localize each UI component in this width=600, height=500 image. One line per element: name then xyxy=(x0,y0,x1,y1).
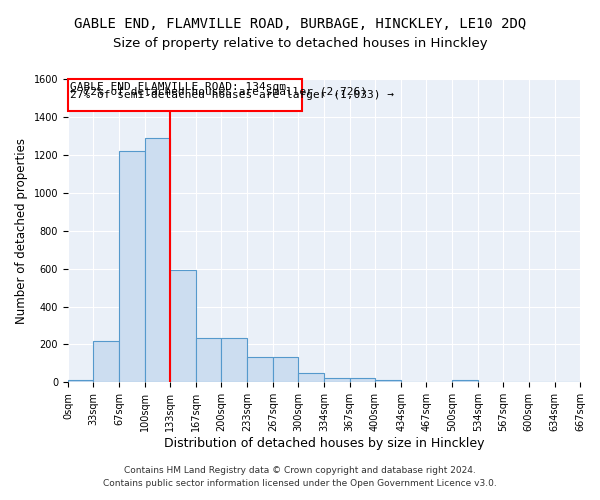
Bar xyxy=(68,380,93,382)
Text: Size of property relative to detached houses in Hinckley: Size of property relative to detached ho… xyxy=(113,38,487,51)
Text: Contains HM Land Registry data © Crown copyright and database right 2024.
Contai: Contains HM Land Registry data © Crown c… xyxy=(103,466,497,487)
Bar xyxy=(170,270,196,382)
Bar xyxy=(93,340,119,382)
X-axis label: Distribution of detached houses by size in Hinckley: Distribution of detached houses by size … xyxy=(164,437,484,450)
Bar xyxy=(196,338,221,382)
Bar xyxy=(221,338,247,382)
Bar xyxy=(325,378,350,382)
Bar xyxy=(68,79,302,111)
Y-axis label: Number of detached properties: Number of detached properties xyxy=(15,138,28,324)
Bar xyxy=(298,373,325,382)
Bar xyxy=(273,357,298,382)
Bar xyxy=(350,378,375,382)
Bar xyxy=(119,151,145,382)
Bar xyxy=(145,138,170,382)
Text: ← 72% of detached houses are smaller (2,726): ← 72% of detached houses are smaller (2,… xyxy=(70,86,367,96)
Bar xyxy=(452,380,478,382)
Text: GABLE END, FLAMVILLE ROAD, BURBAGE, HINCKLEY, LE10 2DQ: GABLE END, FLAMVILLE ROAD, BURBAGE, HINC… xyxy=(74,18,526,32)
Text: 27% of semi-detached houses are larger (1,033) →: 27% of semi-detached houses are larger (… xyxy=(70,90,394,100)
Bar xyxy=(247,357,273,382)
Bar xyxy=(375,380,401,382)
Text: GABLE END FLAMVILLE ROAD: 134sqm: GABLE END FLAMVILLE ROAD: 134sqm xyxy=(70,82,286,92)
